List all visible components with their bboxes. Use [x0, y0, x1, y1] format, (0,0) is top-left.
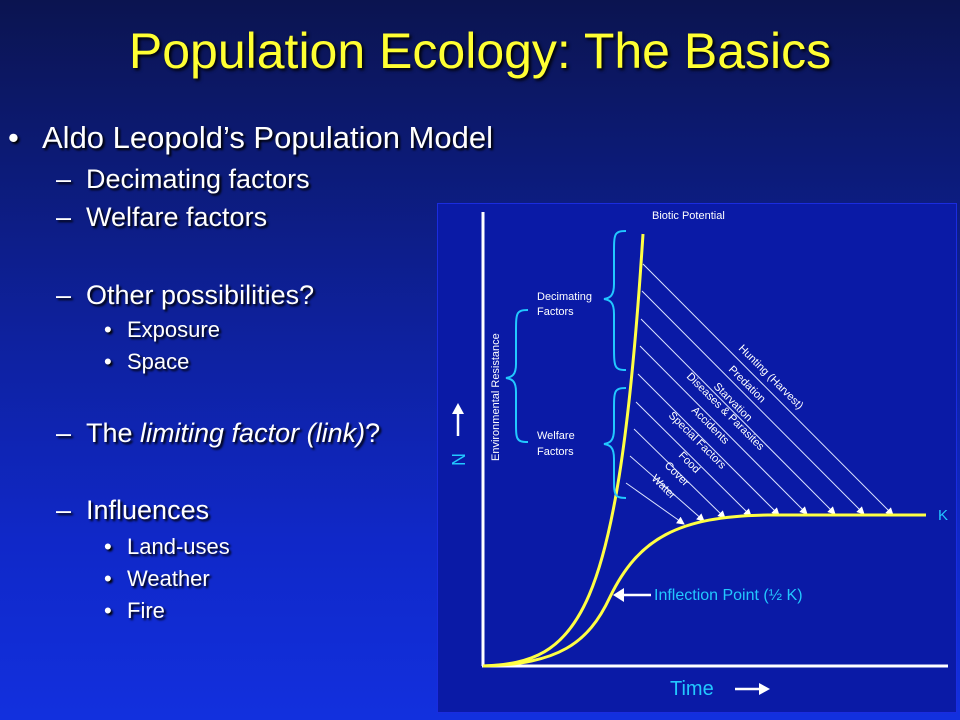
dash-marker: –: [56, 202, 72, 232]
limiting-suffix: ?: [365, 418, 381, 448]
population-growth-diagram: Biotic Potential Environmental Resistanc…: [437, 203, 957, 713]
bullet-marker: •: [8, 120, 19, 155]
bullet-fire: Fire: [127, 598, 165, 623]
factor-labels: Hunting (Harvest) Predation Starvation D…: [649, 343, 806, 502]
limiting-factor-link[interactable]: limiting factor (link): [140, 418, 366, 448]
factor-arrow: [640, 318, 836, 515]
dash-marker: –: [56, 164, 72, 194]
n-axis-arrowhead: [452, 403, 464, 414]
welfare-bracket: [603, 387, 627, 499]
factor-arrows: [625, 263, 894, 525]
biotic-potential-curve: [482, 233, 645, 668]
bullet-influences: Influences: [86, 495, 210, 525]
bullet-decimating-factors: Decimating factors: [86, 164, 310, 194]
factor-arrow: [635, 401, 752, 517]
factor-arrow: [639, 345, 808, 515]
carrying-capacity-label: K: [938, 507, 948, 524]
factor-arrow: [625, 482, 685, 525]
dash-marker: –: [56, 495, 72, 525]
bullet-leopold-model: Aldo Leopold’s Population Model: [42, 120, 493, 155]
factor-arrow: [642, 263, 894, 516]
decimating-bracket: [603, 230, 627, 371]
sub-bullet-marker: •: [104, 566, 112, 591]
bullet-welfare-factors: Welfare factors: [86, 202, 268, 232]
factor-arrow: [641, 290, 865, 515]
limiting-prefix: The: [86, 418, 141, 448]
factor-arrow: [629, 455, 705, 522]
welfare-factors-label-line2: Factors: [537, 446, 574, 458]
bullet-land-uses: Land-uses: [127, 534, 230, 559]
sub-bullet-marker: •: [104, 534, 112, 559]
x-axis-label: Time: [670, 678, 714, 700]
bullet-limiting-factor: The limiting factor (link)?: [86, 418, 380, 449]
y-axis-label: N: [449, 453, 469, 466]
bullet-exposure: Exposure: [127, 317, 220, 342]
diagram-canvas: Biotic Potential Environmental Resistanc…: [449, 210, 948, 700]
bullet-other-possibilities: Other possibilities?: [86, 280, 315, 310]
bullet-space: Space: [127, 349, 190, 374]
biotic-potential-label: Biotic Potential: [652, 210, 725, 222]
decimating-factors-label-line2: Factors: [537, 306, 574, 318]
inflection-arrowhead: [613, 588, 624, 602]
environmental-resistance-bracket: [505, 309, 529, 443]
decimating-factors-label-line1: Decimating: [537, 291, 592, 303]
factor-arrow: [637, 373, 780, 516]
logistic-growth-curve: [482, 513, 926, 668]
environmental-resistance-label: Environmental Resistance: [490, 333, 502, 461]
inflection-point-label: Inflection Point (½ K): [654, 587, 803, 604]
dash-marker: –: [56, 280, 72, 310]
sub-bullet-marker: •: [104, 317, 112, 342]
bullet-weather: Weather: [127, 566, 210, 591]
sub-bullet-marker: •: [104, 598, 112, 623]
factor-arrow: [633, 428, 726, 519]
welfare-factors-label-line1: Welfare: [537, 430, 575, 442]
sub-bullet-marker: •: [104, 349, 112, 374]
time-axis-arrowhead: [759, 683, 770, 695]
slide-title: Population Ecology: The Basics: [128, 23, 832, 79]
dash-marker: –: [56, 418, 72, 448]
